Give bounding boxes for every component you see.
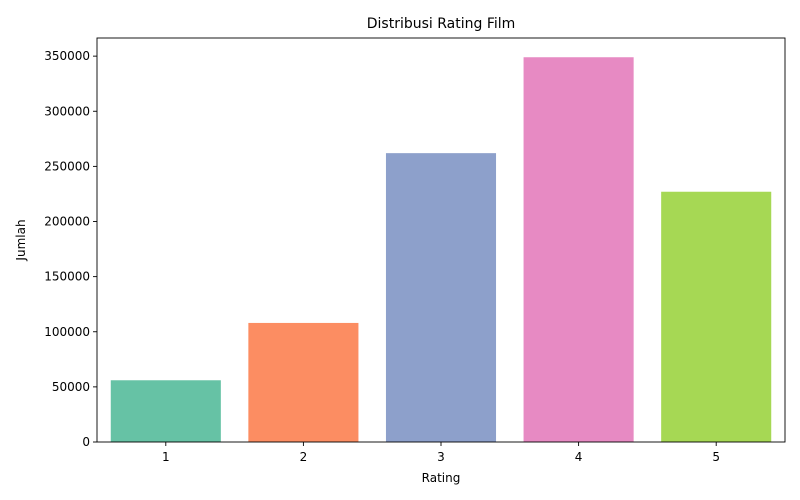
x-axis-label: Rating (422, 471, 461, 485)
y-tick-label: 200000 (44, 215, 90, 229)
x-tick-label: 1 (162, 450, 170, 464)
bar-rating-1 (110, 380, 221, 442)
y-tick-label: 350000 (44, 49, 90, 63)
bar-rating-5 (661, 191, 772, 442)
y-tick-label: 250000 (44, 159, 90, 173)
y-axis-label: Jumlah (14, 219, 28, 261)
bar-rating-4 (523, 57, 634, 442)
x-tick-label: 2 (300, 450, 308, 464)
x-tick-label: 4 (575, 450, 583, 464)
y-tick-label: 100000 (44, 325, 90, 339)
x-tick-label: 3 (437, 450, 445, 464)
y-tick-label: 300000 (44, 104, 90, 118)
y-axis-ticks: 0 50000 100000 150000 200000 250000 300000 3500… (44, 49, 97, 449)
bar-rating-2 (248, 322, 359, 442)
bar-rating-3 (385, 153, 497, 442)
y-tick-label: 150000 (44, 270, 90, 284)
x-tick-label: 5 (712, 450, 720, 464)
x-axis-ticks: 1 2 3 4 5 (162, 442, 720, 464)
plot-frame (96, 37, 786, 443)
y-tick-label: 50000 (52, 380, 90, 394)
y-tick-label: 0 (82, 435, 90, 449)
bars-group (110, 57, 772, 442)
chart-title: Distribusi Rating Film (367, 16, 516, 32)
